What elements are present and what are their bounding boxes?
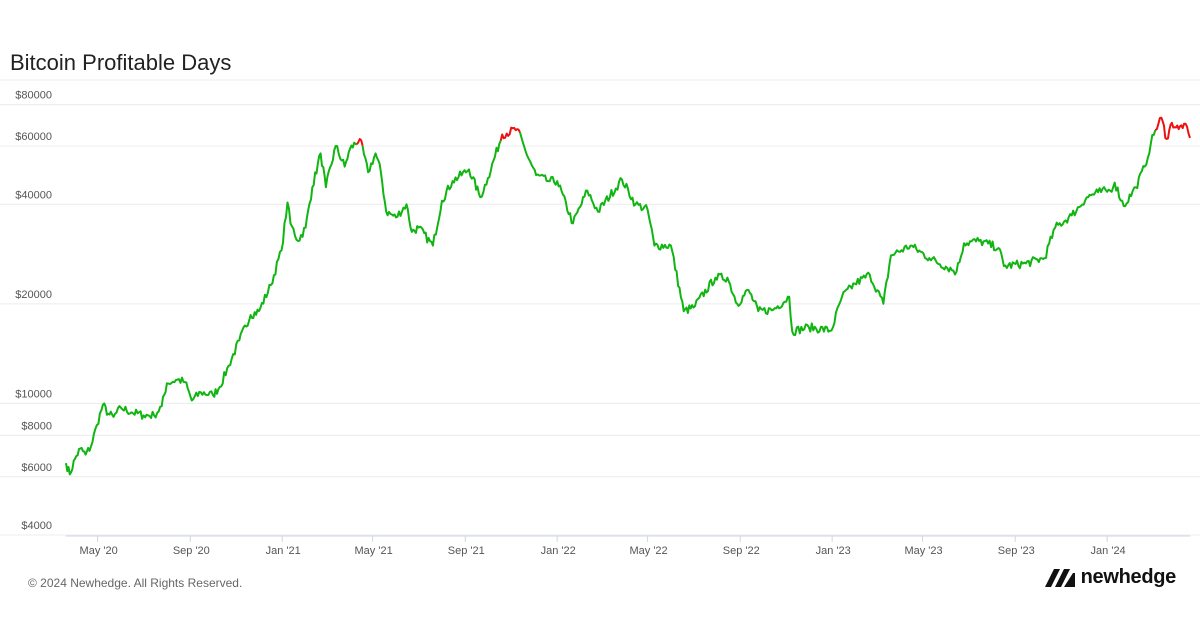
brand-logo[interactable]: newhedge <box>1044 566 1177 589</box>
y-tick-label: $20000 <box>15 289 52 301</box>
x-tick-label: Sep '23 <box>998 545 1035 557</box>
y-tick-label: $80000 <box>15 90 52 102</box>
x-tick-label: May '23 <box>904 545 942 557</box>
tick-label-layer: $4000 $6000 $8000 $10000 $20000 $40000 $60000 $… <box>15 90 1125 557</box>
grid-layer <box>0 79 1200 536</box>
axis-layer <box>66 535 1190 542</box>
y-tick-label: $8000 <box>21 420 52 432</box>
chart-title: Bitcoin Profitable Days <box>10 50 232 75</box>
x-tick-label: May '20 <box>80 545 118 557</box>
brand-name: newhedge <box>1080 566 1177 588</box>
price-line-unprofitable <box>499 126 521 141</box>
x-tick-label: Sep '22 <box>723 545 760 557</box>
x-tick-label: Jan '22 <box>541 545 576 557</box>
x-tick-label: Jan '24 <box>1091 545 1126 557</box>
x-tick-label: Jan '21 <box>266 545 301 557</box>
x-tick-label: May '22 <box>629 545 667 557</box>
x-tick-label: Sep '20 <box>173 545 210 557</box>
price-line-unprofitable <box>1154 116 1191 140</box>
y-tick-label: $40000 <box>15 189 52 201</box>
y-tick-label: $6000 <box>21 462 52 474</box>
x-tick-label: May '21 <box>355 545 393 557</box>
x-tick-label: Jan '23 <box>816 545 851 557</box>
y-tick-label: $4000 <box>21 520 52 532</box>
price-line-profitable <box>519 129 1157 336</box>
copyright-text: © 2024 Newhedge. All Rights Reserved. <box>28 576 243 590</box>
y-tick-label: $10000 <box>15 388 52 400</box>
newhedge-logo-icon <box>1044 568 1075 587</box>
price-line-profitable <box>65 141 358 476</box>
price-line-profitable <box>361 140 502 247</box>
x-tick-label: Sep '21 <box>448 545 485 557</box>
price-line-unprofitable <box>356 138 364 147</box>
y-tick-label: $60000 <box>15 131 52 143</box>
price-line-layer <box>65 116 1191 476</box>
